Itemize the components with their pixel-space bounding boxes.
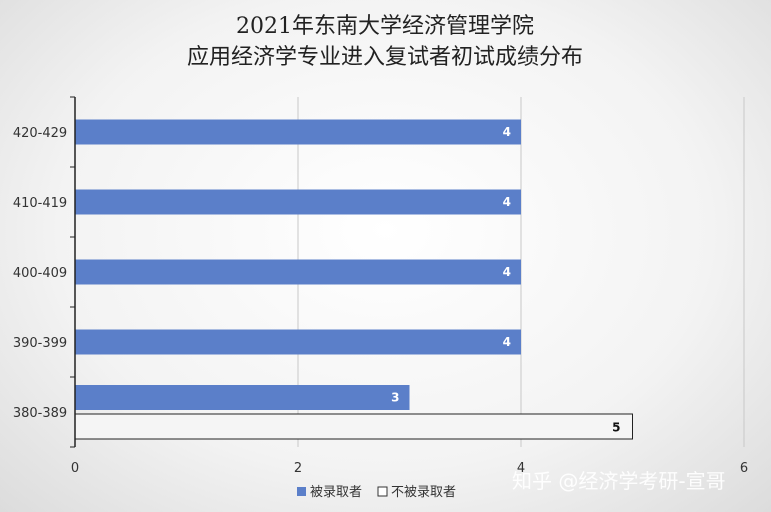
y-tick-label: 400-409 (13, 266, 67, 281)
bars: 4 420-429 4 410-419 4 400-409 4 390-399 3 5 380-38… (13, 119, 633, 440)
legend: 被录取者 不被录取者 (297, 485, 456, 500)
x-tick-label: 0 (71, 461, 79, 476)
chart-title-line: 应用经济学专业进入复试者初试成绩分布 (187, 45, 583, 70)
watermark: 知乎 @经济学考研-宣哥 (512, 469, 726, 493)
y-tick-label: 410-419 (13, 196, 67, 211)
bar-admitted-label: 4 (503, 265, 511, 279)
y-tick-label: 420-429 (13, 126, 67, 141)
bar-rejected (74, 413, 633, 440)
x-tick-label: 2 (294, 461, 302, 476)
bar-admitted (75, 189, 521, 215)
legend-label-admitted: 被录取者 (310, 485, 362, 500)
bar-admitted (75, 329, 521, 355)
bar-admitted-label: 4 (503, 195, 511, 209)
bar-admitted (75, 119, 521, 145)
x-tick-label: 6 (740, 461, 748, 476)
y-tick-label: 390-399 (13, 336, 67, 351)
bar-admitted (75, 259, 521, 285)
bar-admitted-label: 4 (503, 335, 511, 349)
legend-label-rejected: 不被录取者 (391, 485, 456, 500)
x-tick-label: 4 (517, 461, 525, 476)
bar-admitted-label: 4 (503, 125, 511, 139)
y-tick-label: 380-389 (13, 406, 67, 421)
bar-admitted (75, 385, 410, 410)
bar-admitted-label: 3 (391, 391, 399, 405)
legend-swatch-admitted (297, 487, 306, 496)
bar-rejected-label: 5 (612, 421, 620, 435)
chart-title-line: 2021年东南大学经济管理学院 (236, 14, 534, 39)
legend-swatch-rejected (377, 486, 388, 497)
axes (70, 96, 76, 448)
